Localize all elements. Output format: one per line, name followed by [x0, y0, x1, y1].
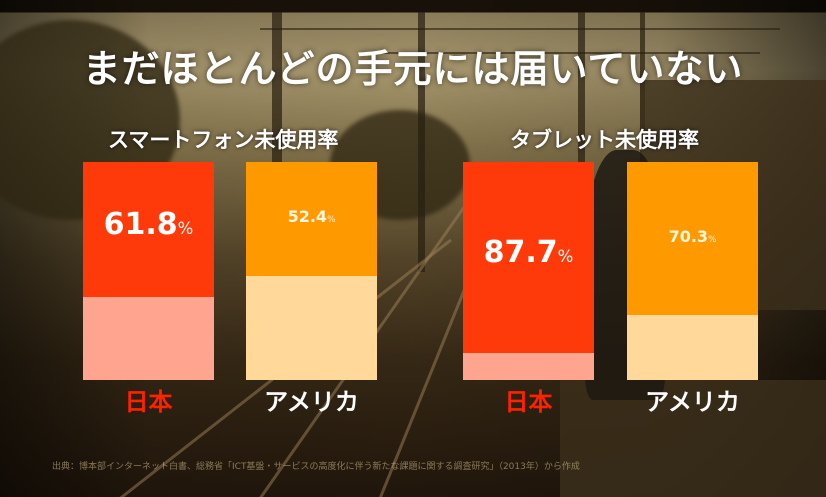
value-number: 61.8	[103, 207, 178, 242]
smartphone-group-title: スマートフォン未使用率	[108, 128, 339, 152]
bar-segment-unused	[83, 162, 214, 297]
overhead-wire	[260, 28, 780, 30]
category-label-usa: アメリカ	[264, 388, 359, 416]
slide-title: まだほとんどの手元には届いていない	[82, 47, 744, 91]
value-number: 52.4	[287, 207, 328, 226]
bar-segment-unused	[627, 162, 758, 315]
bar-segment-rest	[246, 276, 377, 380]
bar-segment-rest	[627, 315, 758, 380]
bar-segment-unused	[246, 162, 377, 276]
value-number: 87.7	[483, 235, 558, 270]
value-label: 70.3%	[627, 227, 758, 246]
overhead-wire	[380, 52, 760, 54]
utility-pole	[640, 12, 645, 142]
value-number: 70.3	[668, 227, 709, 246]
value-unit: %	[708, 235, 717, 245]
category-label-japan: 日本	[124, 388, 173, 416]
source-note: 出典：博本部インターネット白書、総務省「ICT基盤・サービスの高度化に伴う新たな…	[52, 462, 580, 472]
category-label-japan: 日本	[504, 388, 553, 416]
bar-smartphone-usa: 52.4%	[246, 162, 377, 380]
bar-smartphone-japan: 61.8%	[83, 162, 214, 380]
bar-tablet-japan: 87.7%	[463, 162, 594, 380]
value-label: 87.7%	[463, 235, 594, 270]
category-label-usa: アメリカ	[645, 388, 740, 416]
tablet-group-title: タブレット未使用率	[510, 128, 699, 152]
bar-tablet-usa: 70.3%	[627, 162, 758, 380]
bar-segment-unused	[463, 162, 594, 353]
value-label: 61.8%	[83, 207, 214, 242]
utility-pole	[272, 12, 282, 222]
value-label: 52.4%	[246, 207, 377, 226]
bar-segment-rest	[83, 297, 214, 380]
value-unit: %	[327, 215, 336, 225]
value-unit: %	[557, 247, 574, 266]
utility-pole	[418, 12, 425, 272]
bar-segment-rest	[463, 353, 594, 380]
value-unit: %	[177, 219, 194, 238]
